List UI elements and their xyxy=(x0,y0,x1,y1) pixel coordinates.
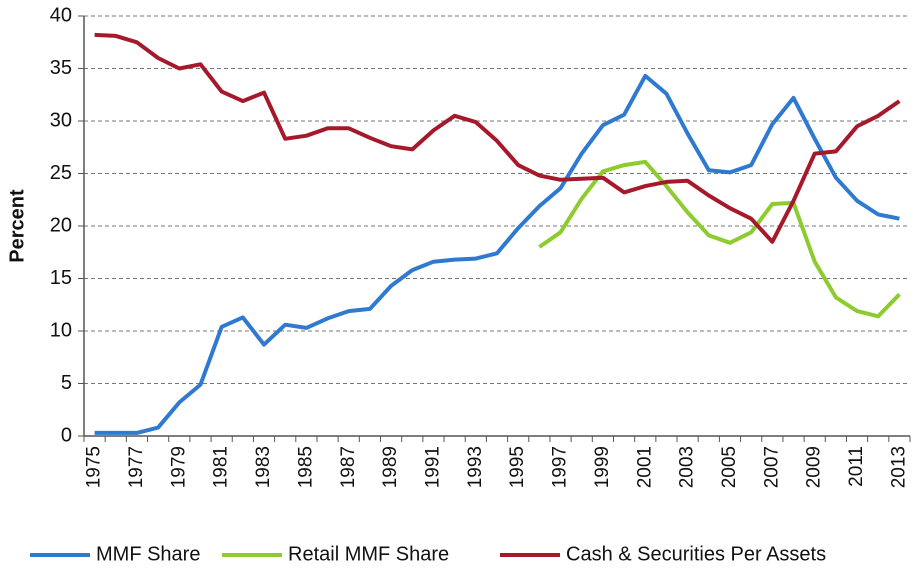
x-tick-label: 2009 xyxy=(804,446,825,488)
x-tick-label: 1997 xyxy=(550,446,571,488)
x-tick-label: 1991 xyxy=(422,446,443,488)
x-tick-label: 1985 xyxy=(295,446,316,488)
legend-label: MMF Share xyxy=(96,543,200,565)
y-tick-label: 35 xyxy=(50,57,72,79)
x-tick-label: 1993 xyxy=(465,446,486,488)
y-tick-label: 10 xyxy=(50,319,72,341)
x-tick-label: 2013 xyxy=(888,446,909,488)
x-tick-label: 2007 xyxy=(761,446,782,488)
x-tick-label: 2001 xyxy=(634,446,655,488)
x-tick-label: 2011 xyxy=(846,446,867,487)
y-tick-label: 0 xyxy=(61,424,72,446)
y-axis-label: Percent xyxy=(6,189,28,263)
x-tick-label: 1987 xyxy=(338,446,359,488)
x-tick-label: 1989 xyxy=(380,446,401,488)
x-tick-label: 1977 xyxy=(126,446,147,488)
x-tick-label: 1975 xyxy=(84,446,105,488)
y-tick-label: 5 xyxy=(61,372,72,394)
y-tick-label: 15 xyxy=(50,267,72,289)
x-tick-label: 1981 xyxy=(211,446,232,488)
series-line xyxy=(94,73,900,435)
series-line xyxy=(94,32,901,244)
x-tick-label: 2003 xyxy=(677,446,698,488)
y-tick-label: 40 xyxy=(50,4,72,26)
y-tick-label: 20 xyxy=(50,214,72,236)
series-line xyxy=(538,159,901,319)
legend-label: Retail MMF Share xyxy=(288,543,449,565)
x-tick-label: 1983 xyxy=(253,446,274,488)
x-tick-label: 1979 xyxy=(168,446,189,488)
x-tick-label: 1995 xyxy=(507,446,528,488)
x-tick-label: 1999 xyxy=(592,446,613,488)
legend-label: Cash & Securities Per Assets xyxy=(566,543,826,565)
y-tick-label: 30 xyxy=(50,109,72,131)
x-tick-label: 2005 xyxy=(719,446,740,488)
y-tick-label: 25 xyxy=(50,162,72,184)
